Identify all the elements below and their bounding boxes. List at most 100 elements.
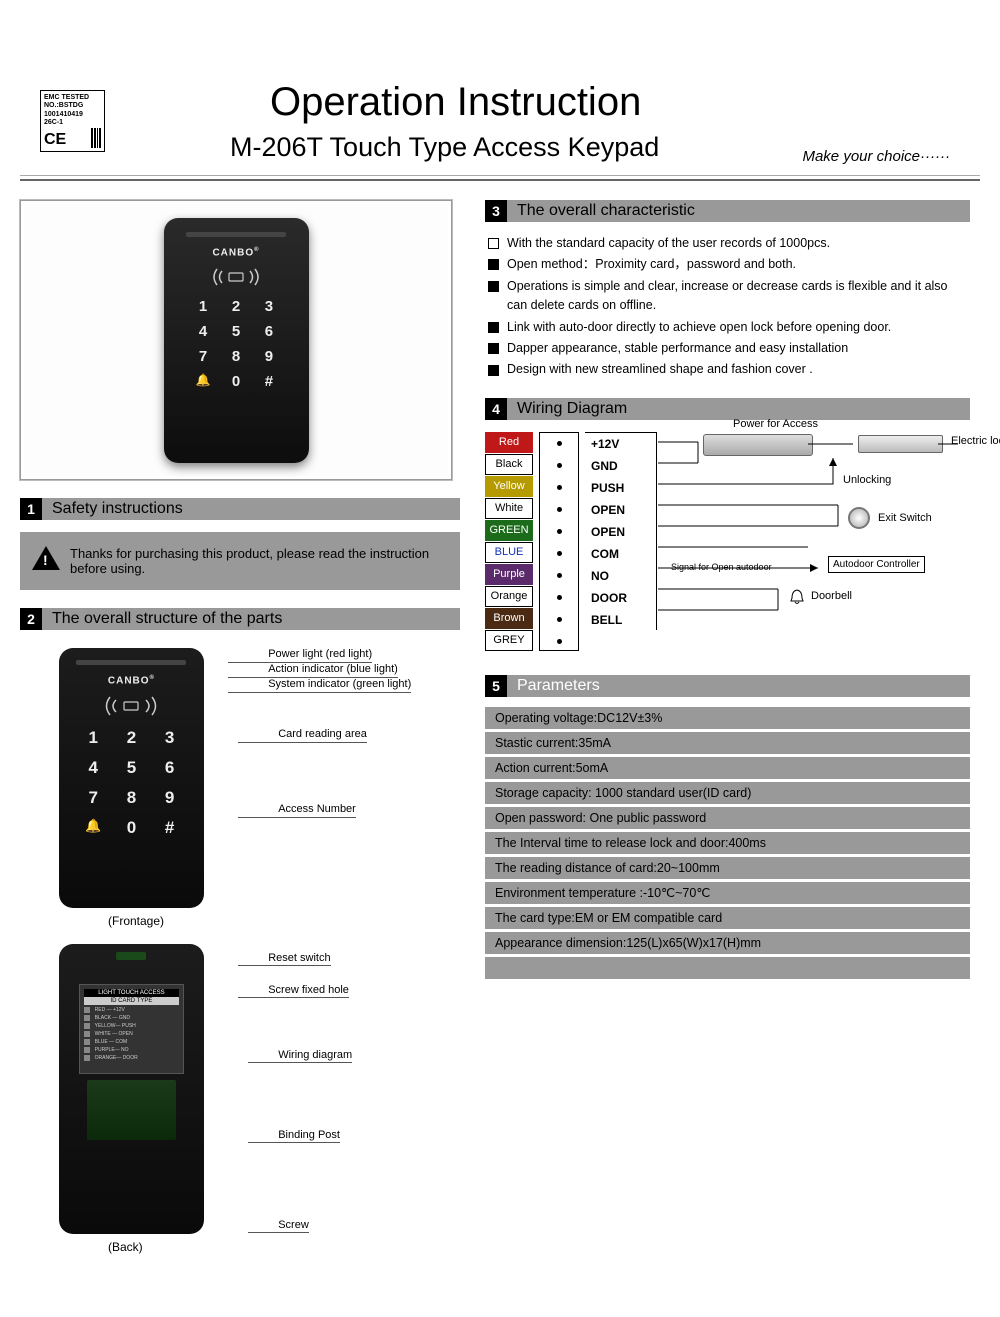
characteristics-list: With the standard capacity of the user r… xyxy=(485,234,970,380)
pcb-diagram xyxy=(87,1080,177,1140)
brand-label: CANBO® xyxy=(212,247,259,258)
wire-color: GREEN xyxy=(485,520,533,541)
section-number: 5 xyxy=(485,675,507,697)
wire-color: Red xyxy=(485,432,533,453)
parameter-row: Operating voltage:DC12V±3% xyxy=(485,707,970,729)
divider xyxy=(20,179,980,181)
parameter-row: The card type:EM or EM compatible card xyxy=(485,907,970,929)
wire-color: GREY xyxy=(485,630,533,651)
note-elock: Electric lock xyxy=(951,435,1000,447)
callout: Reset switch xyxy=(268,952,330,966)
rfid-icon xyxy=(101,694,161,718)
keypad-keys: 123 456 789 🔔0# xyxy=(85,728,178,838)
section-number: 3 xyxy=(485,200,507,222)
wire-label: COM xyxy=(585,543,656,565)
parameter-row: The reading distance of card:20~100mm xyxy=(485,857,970,879)
barcode-icon xyxy=(91,128,101,148)
front-caption: (Frontage) xyxy=(108,914,460,928)
wire-color: White xyxy=(485,498,533,519)
section-label: The overall characteristic xyxy=(517,202,695,220)
terminal-dot xyxy=(557,639,562,644)
front-view: CANBO® 123 456 789 🔔0# xyxy=(59,648,205,908)
parameter-row: Stastic current:35mA xyxy=(485,732,970,754)
wiring-label-plate: LIGHT TOUCH ACCESS ID CARD TYPE RED — +1… xyxy=(79,984,185,1074)
wire-color-column: RedBlackYellowWhiteGREENBLUEPurpleOrange… xyxy=(485,432,533,651)
led-bar xyxy=(186,232,286,237)
section-2-bar: 2 The overall structure of the parts xyxy=(20,608,460,630)
tagline: Make your choice······ xyxy=(802,148,950,165)
safety-text: Thanks for purchasing this product, plea… xyxy=(70,546,448,576)
terminal-dot xyxy=(557,617,562,622)
led-bar xyxy=(76,660,186,665)
wire-label: DOOR xyxy=(585,587,656,609)
section-3-bar: 3 The overall characteristic xyxy=(485,200,970,222)
terminal-block xyxy=(539,432,579,651)
front-callouts: Power light (red light) Action indicator… xyxy=(228,648,460,908)
wire-label: GND xyxy=(585,455,656,477)
list-item: Operations is simple and clear, increase… xyxy=(485,277,970,316)
callout: Access Number xyxy=(278,803,356,818)
emc-badge: EMC TESTED NO.:BSTDG 1001410419 26C-1 CE xyxy=(40,90,105,152)
terminal-dot xyxy=(557,507,562,512)
terminal-dot xyxy=(557,595,562,600)
callout: Screw fixed hole xyxy=(268,984,349,998)
parameter-row: Open password: One public password xyxy=(485,807,970,829)
section-1-bar: 1 Safety instructions xyxy=(20,498,460,520)
badge-line3: 1001410419 xyxy=(44,111,101,119)
wire-color: BLUE xyxy=(485,542,533,563)
parameter-row: Appearance dimension:125(L)x65(W)x17(H)m… xyxy=(485,932,970,954)
callout: Screw xyxy=(278,1219,309,1233)
section-5-bar: 5 Parameters xyxy=(485,675,970,697)
divider xyxy=(20,175,980,176)
callout: Wiring diagram xyxy=(278,1049,352,1063)
terminal-dot xyxy=(557,573,562,578)
wire-color: Orange xyxy=(485,586,533,607)
terminal-dot xyxy=(557,463,562,468)
section-label: Safety instructions xyxy=(52,500,183,518)
parameter-row: Storage capacity: 1000 standard user(ID … xyxy=(485,782,970,804)
wire-label: +12V xyxy=(585,433,656,455)
callout: Binding Post xyxy=(278,1129,340,1143)
note-power: Power for Access xyxy=(733,418,818,430)
wire-label-column: +12VGNDPUSHOPENOPENCOMNODOORBELL xyxy=(585,432,657,630)
list-item: With the standard capacity of the user r… xyxy=(485,234,970,253)
wiring-lines xyxy=(658,432,958,632)
list-item: Link with auto-door directly to achieve … xyxy=(485,318,970,337)
list-item: Open method：Proximity card，password and … xyxy=(485,255,970,274)
terminal-dot xyxy=(557,485,562,490)
section-label: Wiring Diagram xyxy=(517,400,627,418)
section-number: 4 xyxy=(485,398,507,420)
terminal-dot xyxy=(557,551,562,556)
wire-color: Yellow xyxy=(485,476,533,497)
back-caption: (Back) xyxy=(108,1240,460,1254)
brand-label: CANBO® xyxy=(108,675,155,686)
section-number: 2 xyxy=(20,608,42,630)
parameter-row: The Interval time to release lock and do… xyxy=(485,832,970,854)
section-label: The overall structure of the parts xyxy=(52,610,282,628)
list-item: Dapper appearance, stable performance an… xyxy=(485,339,970,358)
parameter-row: Environment temperature :-10℃~70℃ xyxy=(485,882,970,904)
list-item: Design with new streamlined shape and fa… xyxy=(485,360,970,379)
back-view: LIGHT TOUCH ACCESS ID CARD TYPE RED — +1… xyxy=(59,944,205,1234)
product-photo: CANBO® 123 456 789 🔔0# xyxy=(20,200,452,480)
badge-line2: NO.:BSTDG xyxy=(44,102,101,110)
parameters-table: Operating voltage:DC12V±3% Stastic curren… xyxy=(485,707,970,979)
badge-line4: 26C-1 xyxy=(44,119,101,127)
safety-notice: Thanks for purchasing this product, plea… xyxy=(20,532,460,590)
warning-icon xyxy=(32,546,60,570)
wire-label: OPEN xyxy=(585,521,656,543)
level-icon xyxy=(116,952,146,960)
rfid-icon xyxy=(209,266,263,288)
wiring-connections: Power for Access Electric lock Unlocking… xyxy=(663,432,970,651)
keypad-device: CANBO® 123 456 789 🔔0# xyxy=(164,218,309,463)
callout: Card reading area xyxy=(278,728,367,743)
wire-color: Black xyxy=(485,454,533,475)
page-title: Operation Instruction xyxy=(270,80,641,125)
keypad-keys: 123 456 789 🔔0# xyxy=(196,298,277,390)
wire-color: Brown xyxy=(485,608,533,629)
wire-label: NO xyxy=(585,565,656,587)
wire-label: BELL xyxy=(585,609,656,631)
section-4-bar: 4 Wiring Diagram xyxy=(485,398,970,420)
terminal-dot xyxy=(557,441,562,446)
back-callouts: Reset switch Screw fixed hole Wiring dia… xyxy=(228,944,460,1234)
